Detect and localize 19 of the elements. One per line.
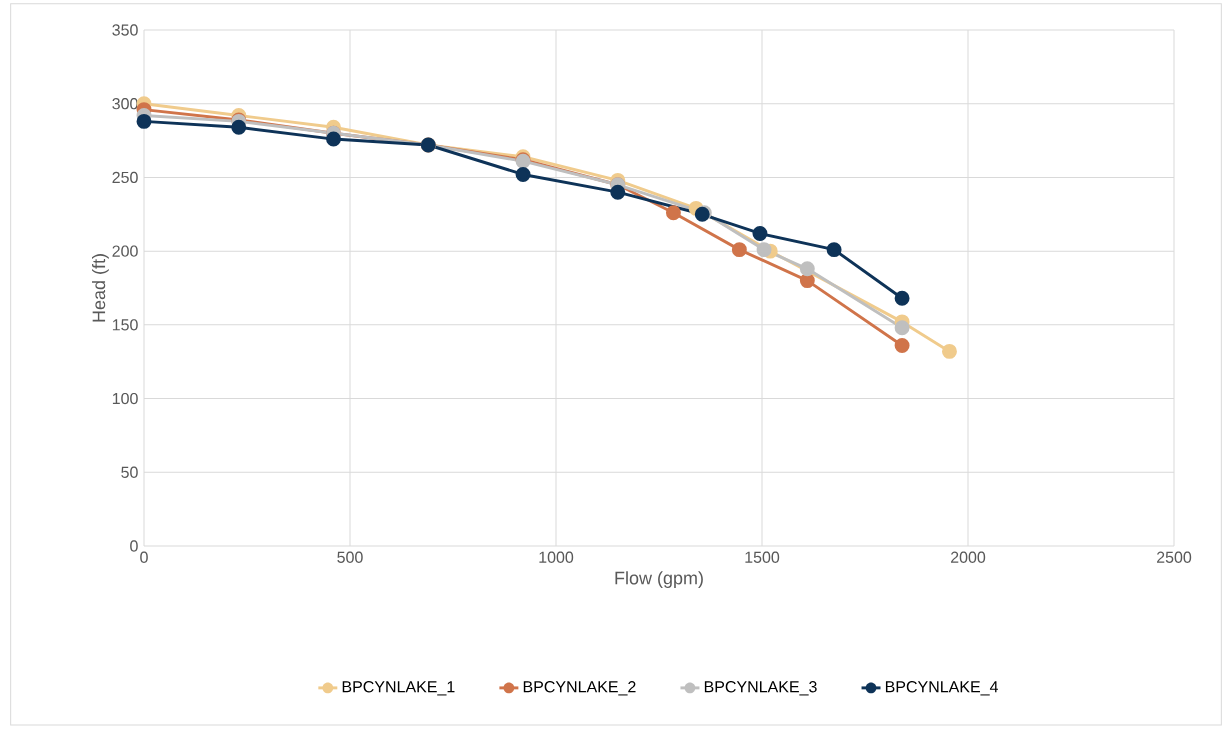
x-axis-title: Flow (gpm) bbox=[615, 571, 703, 588]
x-tick-label: 1500 bbox=[745, 551, 780, 563]
y-tick-label: 200 bbox=[112, 245, 138, 257]
y-tick-label: 150 bbox=[112, 319, 138, 331]
y-tick-label: 0 bbox=[130, 540, 138, 552]
y-tick-label: 50 bbox=[121, 466, 138, 478]
legend-label: BPCYNLAKE_1 bbox=[342, 681, 455, 696]
x-tick-label: 2000 bbox=[951, 551, 986, 563]
y-axis-title: Head (ft) bbox=[92, 254, 109, 322]
x-tick-label: 1000 bbox=[539, 551, 574, 563]
legend-label: BPCYNLAKE_3 bbox=[704, 681, 817, 696]
legend-label: BPCYNLAKE_2 bbox=[523, 681, 636, 696]
legend-label: BPCYNLAKE_4 bbox=[885, 681, 998, 696]
y-tick-label: 250 bbox=[112, 171, 138, 184]
x-tick-label: 2500 bbox=[1157, 551, 1192, 563]
y-tick-label: 350 bbox=[112, 24, 138, 36]
x-tick-label: 500 bbox=[337, 551, 363, 563]
x-tick-label: 0 bbox=[140, 551, 148, 563]
y-tick-label: 100 bbox=[112, 392, 138, 405]
